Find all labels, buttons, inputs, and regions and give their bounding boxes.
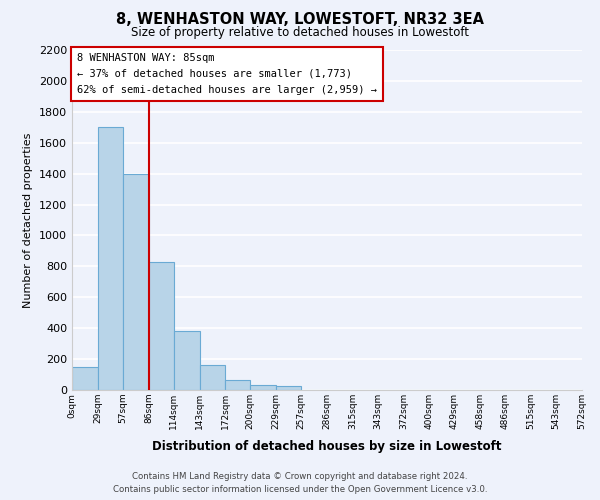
Text: Contains HM Land Registry data © Crown copyright and database right 2024.
Contai: Contains HM Land Registry data © Crown c…: [113, 472, 487, 494]
Bar: [173, 332, 199, 390]
Bar: [250, 386, 276, 390]
Y-axis label: Number of detached properties: Number of detached properties: [23, 132, 34, 308]
Text: 8 WENHASTON WAY: 85sqm
← 37% of detached houses are smaller (1,773)
62% of semi-: 8 WENHASTON WAY: 85sqm ← 37% of detached…: [77, 54, 377, 94]
X-axis label: Distribution of detached houses by size in Lowestoft: Distribution of detached houses by size …: [152, 440, 502, 454]
Bar: [226, 380, 250, 390]
Text: 8, WENHASTON WAY, LOWESTOFT, NR32 3EA: 8, WENHASTON WAY, LOWESTOFT, NR32 3EA: [116, 12, 484, 28]
Bar: [276, 386, 301, 390]
Bar: [199, 366, 226, 390]
Bar: [149, 262, 173, 390]
Bar: [98, 128, 123, 390]
Bar: [72, 367, 98, 390]
Bar: [123, 174, 149, 390]
Text: Size of property relative to detached houses in Lowestoft: Size of property relative to detached ho…: [131, 26, 469, 39]
